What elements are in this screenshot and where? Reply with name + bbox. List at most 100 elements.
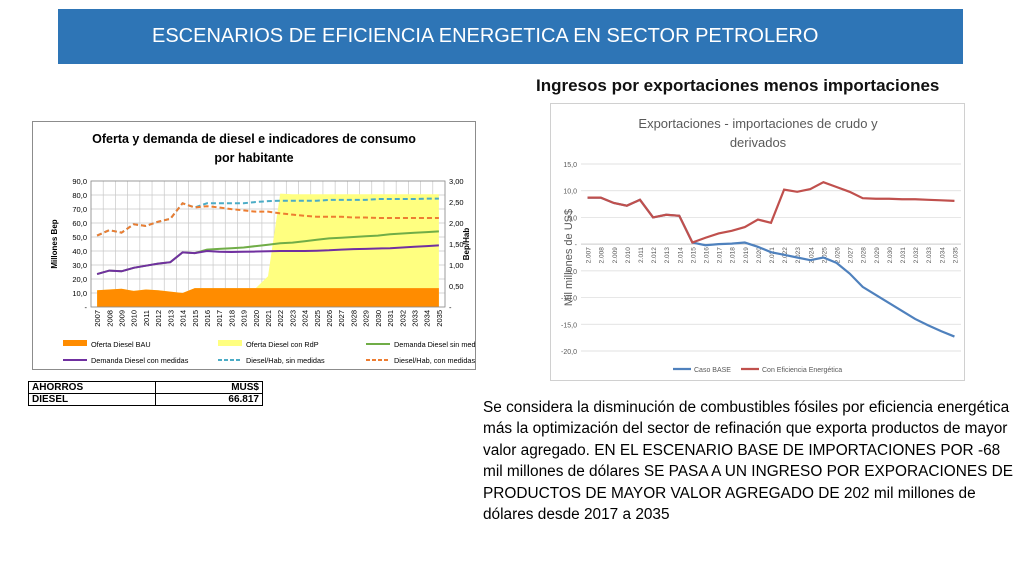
x-tick-label: 2032 — [398, 310, 407, 327]
x-tick-label: 2013 — [166, 310, 175, 327]
y2-tick-label: 2,50 — [449, 198, 464, 207]
x-tick-label: 2.007 — [586, 247, 593, 264]
line-series — [587, 196, 955, 338]
x-tick-label: 2021 — [264, 310, 273, 327]
y-tick-label: 20,0 — [72, 275, 87, 284]
x-tick-label: 2010 — [130, 310, 139, 327]
x-tick-label: 2.024 — [808, 247, 815, 264]
slide-title-banner: ESCENARIOS DE EFICIENCIA ENERGETICA EN S… — [58, 9, 963, 64]
x-tick-label: 2008 — [105, 310, 114, 327]
y2-axis-label: Bep/Hab — [462, 228, 471, 261]
x-tick-label: 2028 — [349, 310, 358, 327]
x-tick-label: 2035 — [435, 310, 444, 327]
y-tick-label: 70,0 — [72, 205, 87, 214]
x-tick-label: 2.015 — [690, 247, 697, 264]
savings-table-header: AHORROS MUS$ — [28, 381, 263, 394]
area-series — [97, 193, 439, 307]
x-tick-label: 2.025 — [821, 247, 828, 264]
savings-row-value: 66.817 — [155, 393, 263, 406]
savings-table-row: DIESEL 66.817 — [28, 393, 263, 406]
export-import-chart: Exportaciones - importaciones de crudo y… — [550, 103, 965, 381]
x-tick-label: 2.014 — [677, 247, 684, 264]
x-tick-label: 2.011 — [638, 247, 645, 263]
x-tick-label: 2027 — [337, 310, 346, 327]
y2-tick-label: - — [449, 303, 452, 312]
x-tick-label: 2033 — [410, 310, 419, 327]
x-tick-label: 2.027 — [848, 247, 855, 264]
y-axis-label: Millones Bep — [50, 219, 59, 268]
x-tick-label: 2.018 — [730, 247, 737, 264]
plot-area-border — [90, 180, 446, 308]
x-tick-label: 2022 — [276, 310, 285, 327]
x-tick-label: 2011 — [142, 310, 151, 326]
x-tick-label: 2025 — [313, 310, 322, 327]
savings-row-label: DIESEL — [28, 393, 156, 406]
x-tick-label: 2.021 — [769, 247, 776, 264]
x-tick-label: 2.031 — [900, 247, 907, 264]
x-tick-label: 2024 — [301, 310, 310, 327]
slide-subtitle: Ingresos por exportaciones menos importa… — [536, 76, 940, 95]
legend-label: Demanda Diesel sin medidas — [394, 340, 475, 349]
savings-header-label: AHORROS — [28, 381, 156, 394]
x-tick-label: 2.016 — [703, 247, 710, 264]
y2-tick-label: 3,00 — [449, 177, 464, 186]
y-axis-label: Mil millones de US$ — [563, 209, 575, 306]
x-tick-label: 2.019 — [743, 247, 750, 264]
y-tick-label: 60,0 — [72, 219, 87, 228]
x-tick-label: 2007 — [93, 310, 102, 327]
y-tick-label: 40,0 — [72, 247, 87, 256]
x-tick-label: 2.010 — [625, 247, 632, 264]
x-tick-label: 2.026 — [835, 247, 842, 264]
line-series — [96, 202, 439, 237]
diesel-chart-svg: Oferta y demanda de diesel e indicadores… — [50, 132, 489, 365]
x-tick-label: 2019 — [240, 310, 249, 327]
x-tick-label: 2.012 — [651, 247, 658, 264]
x-tick-label: 2.009 — [612, 247, 619, 264]
x-tick-label: 2015 — [191, 310, 200, 327]
savings-table: AHORROS MUS$ DIESEL 66.817 — [28, 381, 263, 406]
description-text: Se considera la disminución de combustib… — [483, 399, 1014, 524]
y-tick-label: 90,0 — [72, 177, 87, 186]
legend-label: Diesel/Hab, sin medidas — [246, 356, 325, 365]
chart-title-line2: derivados — [730, 135, 787, 150]
legend-label: Oferta Diesel con RdP — [246, 340, 319, 349]
savings-header-unit: MUS$ — [155, 381, 263, 394]
slide-title: ESCENARIOS DE EFICIENCIA ENERGETICA EN S… — [152, 25, 819, 47]
y2-tick-label: 0,50 — [449, 282, 464, 291]
export-import-chart-svg: Exportaciones - importaciones de crudo y… — [561, 116, 961, 374]
y-tick-label: - — [85, 303, 88, 312]
x-tick-label: 2.017 — [717, 247, 724, 264]
y2-tick-label: 1,00 — [449, 261, 464, 270]
x-tick-label: 2020 — [252, 310, 261, 327]
y-tick-label: -15,0 — [561, 322, 577, 329]
x-tick-label: 2016 — [203, 310, 212, 327]
x-tick-label: 2030 — [374, 310, 383, 327]
legend-label: Oferta Diesel BAU — [91, 340, 151, 349]
x-tick-label: 2.034 — [939, 247, 946, 264]
chart-title-line1: Oferta y demanda de diesel e indicadores… — [92, 132, 416, 146]
chart-title-line2: por habitante — [214, 151, 293, 165]
y-tick-label: 10,0 — [72, 289, 87, 298]
legend-swatch — [63, 340, 87, 346]
x-tick-label: 2017 — [215, 310, 224, 327]
x-tick-label: 2.032 — [913, 247, 920, 264]
x-tick-label: 2.035 — [952, 247, 959, 264]
y-tick-label: 10,0 — [563, 189, 577, 196]
y-tick-label: 50,0 — [72, 233, 87, 242]
x-tick-label: 2.028 — [861, 247, 868, 264]
x-tick-label: 2.008 — [599, 247, 606, 264]
x-tick-label: 2.023 — [795, 247, 802, 264]
diesel-supply-demand-chart: Oferta y demanda de diesel e indicadores… — [32, 121, 489, 370]
y-tick-label: -20,0 — [561, 349, 577, 356]
x-tick-label: 2034 — [423, 310, 432, 327]
y-tick-label: -10,0 — [561, 296, 577, 303]
y-tick-label: -5,0 — [565, 269, 577, 276]
x-tick-label: 2.013 — [664, 247, 671, 264]
legend-label: Con Eficiencia Energética — [762, 367, 842, 374]
x-tick-label: 2023 — [288, 310, 297, 327]
x-tick-label: 2.033 — [926, 247, 933, 264]
y-tick-label: 15,0 — [563, 162, 577, 169]
x-tick-label: 2009 — [118, 310, 127, 327]
y2-tick-label: 2,00 — [449, 219, 464, 228]
y2-tick-label: 1,50 — [449, 240, 464, 249]
